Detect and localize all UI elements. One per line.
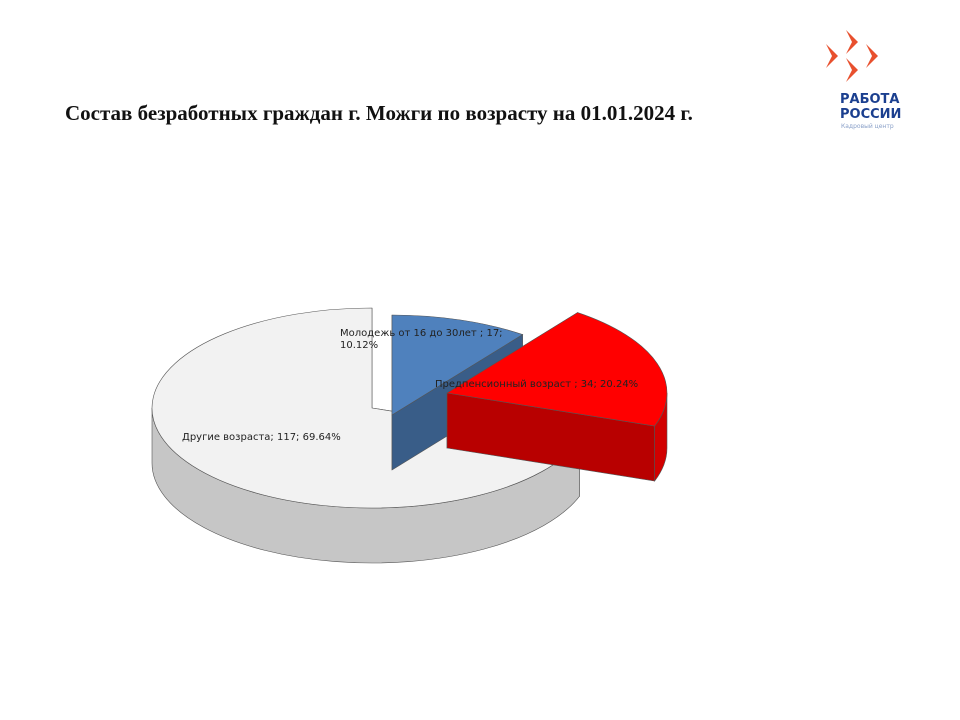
data-label: Молодежь от 16 до 30лет ; 17; 10.12% — [340, 328, 503, 351]
logo-title: РАБОТА — [840, 92, 900, 107]
slice — [391, 314, 524, 416]
slice — [446, 312, 668, 427]
logo-title: РОССИИ — [840, 107, 902, 122]
data-label: Другие возраста; 117; 69.64% — [182, 432, 341, 443]
slice — [151, 307, 581, 509]
data-label: Предпенсионный возраст ; 34; 20.24% — [435, 379, 639, 390]
logo-subtitle: Кадровый центр — [841, 123, 894, 130]
chart-title: Состав безработных граждан г. Можги по в… — [65, 101, 693, 125]
logo-mark — [826, 30, 878, 82]
